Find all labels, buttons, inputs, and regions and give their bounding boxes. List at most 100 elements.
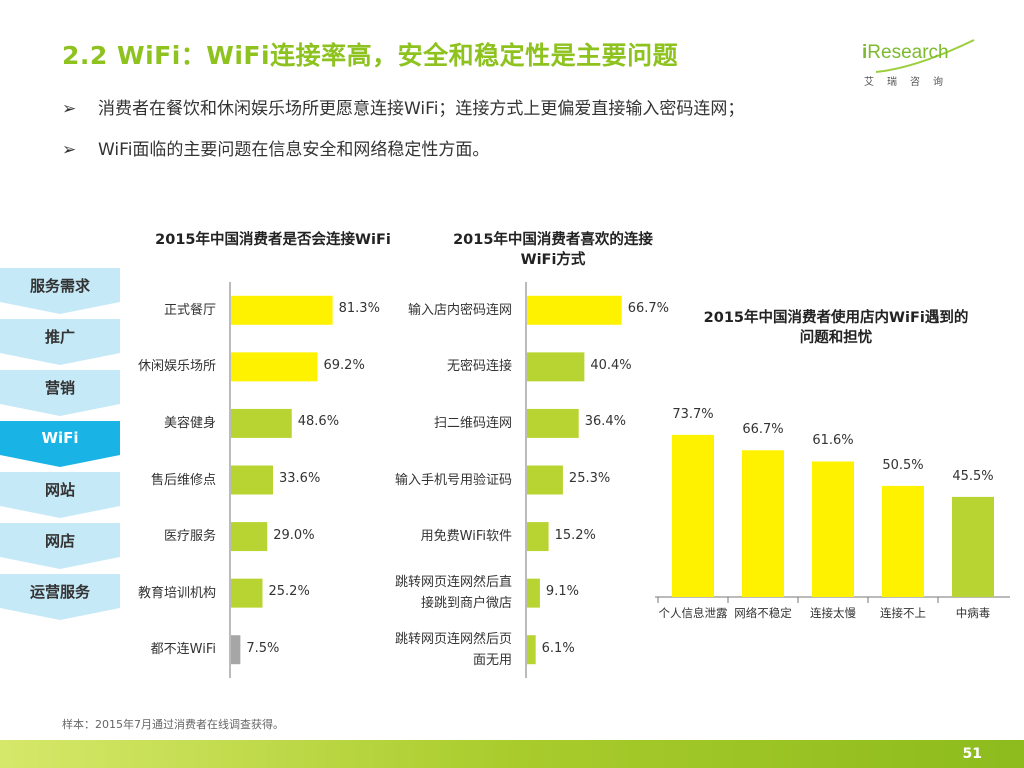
bar-3 [231,408,292,438]
category-label: 跳转网页连网然后页 面无用 [394,631,512,668]
nav-item-label: 网店 [44,531,75,550]
bar-4 [882,485,924,597]
vbar-svg [655,434,1010,603]
bar-5 [527,522,549,552]
value-label: 29.0% [273,527,315,543]
nav-item-label: 营销 [44,378,75,397]
logo-swoosh-icon [876,39,975,73]
bar-7 [527,635,536,665]
bar-2 [527,352,585,382]
hbar-svg [525,282,622,678]
value-label: 48.6% [297,414,340,430]
nav-chevron-shape [0,421,120,467]
value-label: 25.3% [568,471,611,486]
value-label: 33.6% [279,471,321,486]
bullet-2: ➢ WiFi面临的主要问题在信息安全和网络稳定性方面。 [62,135,489,160]
category-label: 个人信息泄露 [658,606,728,620]
value-label: 40.4% [590,357,632,373]
category-label: 输入店内密码连网 [407,302,512,318]
value-label: 45.5% [952,468,994,484]
bar-6 [231,578,263,608]
value-label: 25.2% [268,584,310,600]
category-label: 教育培训机构 [137,585,216,601]
bar-1 [231,295,333,325]
page-number: 51 [962,746,982,762]
bar-5 [231,522,268,552]
nav-item-label: 服务需求 [29,276,90,295]
footer-bar [0,740,1024,768]
nav-item-label: WiFi [41,429,79,447]
category-label: 用免费WiFi软件 [420,529,512,545]
arrow-bullet-icon: ➢ [62,140,77,160]
category-label: 连接太慢 [810,606,856,620]
nav-item-label: 运营服务 [29,582,90,601]
chart-wifi-problems: 73.7% 个人信息泄露 66.7% 网络不稳定 61.6% 连接太慢 50.5% 连接不上 4… [655,400,1015,630]
category-label: 跳转网页连网然后直 接跳到商户微店 [394,575,512,612]
logo-brand-text: Research [867,42,949,63]
value-label: 50.5% [882,457,924,473]
bar-3 [812,461,854,597]
value-label: 61.6% [812,433,854,449]
bar-6 [527,578,540,608]
category-label: 中病毒 [955,606,991,620]
nav-chevron-shape [0,319,120,365]
hbar-svg [229,282,333,678]
chart-connect-methods: 66.7% 输入店内密码连网 40.4% 无密码连接 36.4% 扫二维码连网 25.3% 输… [380,282,680,678]
value-label: 7.5% [246,640,280,656]
category-label: 无密码连接 [446,359,512,375]
arrow-bullet-icon: ➢ [62,99,77,119]
nav-item-4[interactable]: WiFi [0,421,120,467]
nav-item-7[interactable]: 运营服务 [0,574,120,620]
category-label: 售后维修点 [150,472,216,488]
chart-connect-venues: 81.3% 正式餐厅 69.2% 休闲娱乐场所 48.6% 美容健身 33.6% 售后维修点 2… [120,282,420,678]
bar-1 [527,295,622,325]
nav-chevron-shape [0,472,120,518]
chart-1-title: 2015年中国消费者是否会连接WiFi [155,232,391,248]
bullet-1: ➢ 消费者在餐饮和休闲娱乐场所更愿意连接WiFi；连接方式上更偏爱直接输入密码连网… [62,94,744,119]
nav-chevron-shape [0,574,120,620]
nav-item-6[interactable]: 网店 [0,523,120,569]
iresearch-logo: iResearch 艾瑞咨询 [862,38,975,88]
nav-chevron-shape [0,370,120,416]
logo-cn-text: 艾瑞咨询 [864,77,956,88]
nav-item-3[interactable]: 营销 [0,370,120,416]
chart-2-title: 2015年中国消费者喜欢的连接 WiFi方式 [453,232,653,268]
nav-item-5[interactable]: 网站 [0,472,120,518]
category-label: 输入手机号用验证码 [394,472,512,488]
value-label: 66.7% [627,301,670,317]
bar-1 [672,434,714,597]
value-label: 81.3% [338,301,380,317]
page-title: 2.2 WiFi：WiFi连接率高，安全和稳定性是主要问题 [62,41,679,70]
bar-2 [742,450,784,597]
bar-3 [527,408,579,438]
nav-item-label: 推广 [44,327,75,346]
value-label: 15.2% [554,527,596,543]
nav-chevron-shape [0,268,120,314]
bullet-2-text: WiFi面临的主要问题在信息安全和网络稳定性方面。 [98,140,490,160]
nav-item-2[interactable]: 推广 [0,319,120,365]
category-label: 休闲娱乐场所 [137,359,216,375]
nav-chevron-shape [0,523,120,569]
bar-5 [952,496,994,597]
category-label: 美容健身 [163,415,216,431]
category-label: 扫二维码连网 [433,415,512,431]
nav-item-label: 网站 [44,480,75,499]
value-label: 73.7% [672,406,714,422]
bar-4 [527,465,563,495]
bullet-1-text: 消费者在餐饮和休闲娱乐场所更愿意连接WiFi；连接方式上更偏爱直接输入密码连网； [98,99,745,119]
chart-3-title: 2015年中国消费者使用店内WiFi遇到的 问题和担忧 [703,310,969,346]
category-label: 都不连WiFi [150,642,216,658]
value-label: 6.1% [541,640,575,656]
value-label: 9.1% [545,584,579,600]
bar-2 [231,352,318,382]
nav-item-1[interactable]: 服务需求 [0,268,120,314]
bar-4 [231,465,273,495]
sample-note: 样本：2015年7月通过消费者在线调查获得。 [62,718,284,731]
category-label: 网络不稳定 [734,606,792,620]
logo-brand-prefix: i [862,42,868,63]
category-label: 连接不上 [880,606,926,620]
value-label: 69.2% [323,357,365,373]
category-label: 医疗服务 [163,529,216,545]
value-label: 66.7% [742,422,784,438]
value-label: 36.4% [584,414,626,430]
